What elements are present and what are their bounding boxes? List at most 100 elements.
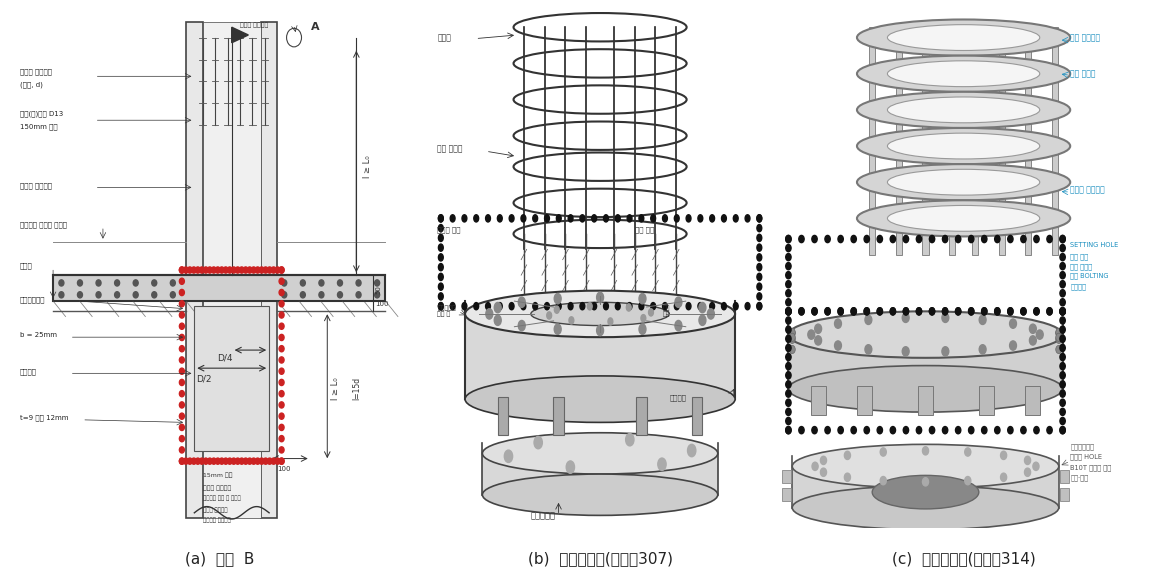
Bar <box>922 27 929 255</box>
Circle shape <box>651 215 655 222</box>
Circle shape <box>171 292 175 298</box>
Circle shape <box>1034 308 1039 315</box>
Circle shape <box>255 458 260 464</box>
Circle shape <box>916 308 922 315</box>
Circle shape <box>1007 308 1013 315</box>
Circle shape <box>902 347 909 356</box>
Circle shape <box>710 215 714 222</box>
Circle shape <box>59 292 63 298</box>
Circle shape <box>943 308 947 315</box>
Circle shape <box>834 341 841 350</box>
Circle shape <box>1059 272 1065 279</box>
Circle shape <box>799 308 804 315</box>
Ellipse shape <box>531 302 669 326</box>
Circle shape <box>486 215 490 222</box>
Text: 강체 겹침구: 강체 겹침구 <box>437 144 463 153</box>
Circle shape <box>786 254 792 261</box>
Circle shape <box>1047 308 1052 315</box>
Circle shape <box>279 289 284 296</box>
Text: 속채움 콘크리트: 속채움 콘크리트 <box>20 183 52 189</box>
Text: D/2: D/2 <box>196 374 212 383</box>
Circle shape <box>757 234 762 241</box>
Circle shape <box>211 458 216 464</box>
Bar <box>896 27 902 255</box>
Text: 너트·와셔: 너트·와셔 <box>1070 474 1088 481</box>
Text: D/4: D/4 <box>217 353 233 362</box>
Circle shape <box>223 458 228 464</box>
Circle shape <box>968 427 974 434</box>
Circle shape <box>208 458 212 464</box>
Circle shape <box>486 309 493 319</box>
Circle shape <box>179 436 185 442</box>
Ellipse shape <box>857 164 1070 200</box>
Circle shape <box>1059 353 1065 360</box>
Circle shape <box>866 315 871 325</box>
Circle shape <box>567 461 575 473</box>
Circle shape <box>509 215 514 222</box>
Text: 속채움 보강철근: 속채움 보강철근 <box>20 69 52 75</box>
Circle shape <box>1047 235 1052 242</box>
Circle shape <box>587 303 592 310</box>
Circle shape <box>615 215 620 222</box>
Bar <box>499 397 508 436</box>
Circle shape <box>592 302 597 310</box>
Circle shape <box>808 330 815 339</box>
Circle shape <box>799 427 804 434</box>
Text: l ≥ L₀: l ≥ L₀ <box>362 156 372 178</box>
Circle shape <box>267 267 272 273</box>
Circle shape <box>171 280 175 286</box>
Circle shape <box>187 267 193 273</box>
Text: 심가 보강판: 심가 보강판 <box>1070 264 1093 270</box>
Circle shape <box>183 267 188 273</box>
Circle shape <box>890 308 896 315</box>
Circle shape <box>227 267 232 273</box>
Circle shape <box>786 409 792 416</box>
Circle shape <box>556 215 561 222</box>
Bar <box>482 453 718 495</box>
Circle shape <box>850 427 856 434</box>
Circle shape <box>279 424 284 430</box>
Circle shape <box>904 308 908 315</box>
Text: l=15d: l=15d <box>352 377 361 400</box>
Circle shape <box>1059 345 1065 352</box>
Circle shape <box>688 444 696 457</box>
Circle shape <box>786 372 792 379</box>
Bar <box>1025 386 1040 414</box>
Circle shape <box>786 317 792 324</box>
Circle shape <box>279 346 284 352</box>
Ellipse shape <box>792 485 1059 529</box>
Circle shape <box>1059 289 1065 297</box>
Circle shape <box>580 215 585 222</box>
Circle shape <box>1021 235 1026 242</box>
Circle shape <box>450 215 455 222</box>
Circle shape <box>439 224 443 232</box>
Circle shape <box>554 324 561 335</box>
Circle shape <box>179 424 185 430</box>
Text: 속채움 콘크리트: 속채움 콘크리트 <box>203 485 231 491</box>
Circle shape <box>1010 319 1017 328</box>
Circle shape <box>282 280 286 286</box>
Circle shape <box>786 308 792 315</box>
Circle shape <box>929 308 935 315</box>
Ellipse shape <box>857 56 1070 92</box>
Circle shape <box>965 448 971 456</box>
Circle shape <box>627 302 632 310</box>
Circle shape <box>203 267 208 273</box>
Circle shape <box>337 280 343 286</box>
Circle shape <box>247 267 253 273</box>
Text: 150mm 간격: 150mm 간격 <box>20 123 58 130</box>
Circle shape <box>639 215 644 222</box>
Circle shape <box>922 478 929 486</box>
Text: (지름, d): (지름, d) <box>20 82 43 88</box>
Text: 겹침 누름: 겹침 누름 <box>635 226 654 233</box>
Circle shape <box>995 235 1001 242</box>
Circle shape <box>183 458 188 464</box>
Circle shape <box>834 319 841 328</box>
Circle shape <box>208 267 212 273</box>
Circle shape <box>956 308 961 315</box>
Circle shape <box>956 308 961 315</box>
Circle shape <box>1056 329 1062 338</box>
Circle shape <box>260 267 264 273</box>
Text: 지환근: 지환근 <box>437 33 451 42</box>
Circle shape <box>943 308 947 315</box>
